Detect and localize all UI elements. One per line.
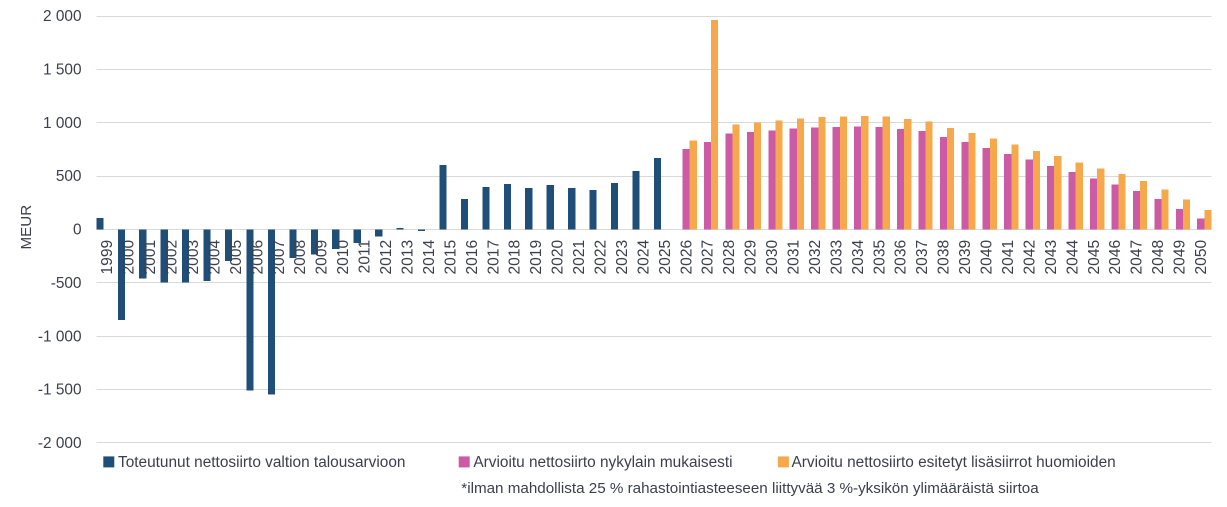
svg-text:2036: 2036 <box>893 240 910 275</box>
svg-text:2027: 2027 <box>700 240 717 275</box>
svg-text:0: 0 <box>73 222 82 239</box>
svg-text:2015: 2015 <box>442 239 459 274</box>
svg-text:2050: 2050 <box>1193 239 1210 274</box>
svg-text:2008: 2008 <box>292 240 309 275</box>
svg-text:2002: 2002 <box>164 240 181 275</box>
svg-text:1999: 1999 <box>99 240 116 275</box>
svg-text:2049: 2049 <box>1172 240 1189 275</box>
svg-text:2040: 2040 <box>979 239 996 274</box>
svg-text:2029: 2029 <box>743 240 760 275</box>
svg-text:2039: 2039 <box>957 240 974 275</box>
svg-text:2035: 2035 <box>871 239 888 274</box>
svg-text:2021: 2021 <box>571 240 588 275</box>
svg-text:2014: 2014 <box>421 239 438 274</box>
svg-text:2032: 2032 <box>807 240 824 275</box>
svg-text:Arvioitu nettosiirto nykylain: Arvioitu nettosiirto nykylain mukaisesti <box>473 454 732 471</box>
svg-text:2033: 2033 <box>828 240 845 275</box>
svg-text:2045: 2045 <box>1086 239 1103 274</box>
svg-text:2016: 2016 <box>464 240 481 275</box>
svg-text:2018: 2018 <box>507 240 524 275</box>
svg-text:2012: 2012 <box>378 240 395 275</box>
svg-text:2011: 2011 <box>357 240 374 274</box>
svg-text:2006: 2006 <box>249 240 266 275</box>
svg-text:2000: 2000 <box>121 239 138 274</box>
svg-text:2044: 2044 <box>1064 239 1081 274</box>
svg-text:2047: 2047 <box>1129 240 1146 275</box>
svg-text:2005: 2005 <box>228 239 245 274</box>
svg-text:MEUR: MEUR <box>18 205 35 250</box>
svg-text:*ilman mahdollista 25 % rahast: *ilman mahdollista 25 % rahastointiastee… <box>461 480 1039 497</box>
svg-text:2019: 2019 <box>528 240 545 275</box>
svg-text:2038: 2038 <box>936 240 953 275</box>
svg-text:2024: 2024 <box>635 239 652 274</box>
svg-text:2037: 2037 <box>914 240 931 275</box>
svg-text:2028: 2028 <box>721 240 738 275</box>
svg-text:2004: 2004 <box>206 239 223 274</box>
svg-text:2017: 2017 <box>485 240 502 275</box>
svg-text:2010: 2010 <box>335 239 352 274</box>
svg-text:2009: 2009 <box>314 240 331 275</box>
svg-text:2 000: 2 000 <box>43 8 82 25</box>
svg-text:2043: 2043 <box>1043 240 1060 275</box>
svg-text:2007: 2007 <box>271 240 288 275</box>
svg-text:2048: 2048 <box>1150 240 1167 275</box>
svg-text:2042: 2042 <box>1021 240 1038 275</box>
svg-text:1 500: 1 500 <box>43 62 82 79</box>
svg-text:2034: 2034 <box>850 239 867 274</box>
svg-text:2025: 2025 <box>657 239 674 274</box>
svg-text:-1 000: -1 000 <box>38 328 82 345</box>
svg-text:-2 000: -2 000 <box>38 435 82 452</box>
svg-text:2020: 2020 <box>550 239 567 274</box>
svg-text:2023: 2023 <box>614 240 631 275</box>
svg-text:2001: 2001 <box>142 240 159 275</box>
svg-text:2003: 2003 <box>185 240 202 275</box>
svg-text:-500: -500 <box>51 275 82 292</box>
svg-text:2022: 2022 <box>592 240 609 275</box>
svg-text:2026: 2026 <box>678 240 695 275</box>
svg-text:2030: 2030 <box>764 239 781 274</box>
svg-text:2046: 2046 <box>1107 240 1124 275</box>
svg-text:2041: 2041 <box>1000 240 1017 275</box>
svg-text:1 000: 1 000 <box>43 115 82 132</box>
svg-text:2013: 2013 <box>399 240 416 275</box>
svg-text:2031: 2031 <box>786 240 803 275</box>
svg-text:Toteutunut nettosiirto valtion: Toteutunut nettosiirto valtion talousarv… <box>118 454 405 471</box>
svg-text:-1 500: -1 500 <box>38 382 82 399</box>
svg-text:Arvioitu nettosiirto esitetyt: Arvioitu nettosiirto esitetyt lisäsiirro… <box>792 454 1116 471</box>
svg-text:500: 500 <box>56 168 82 185</box>
